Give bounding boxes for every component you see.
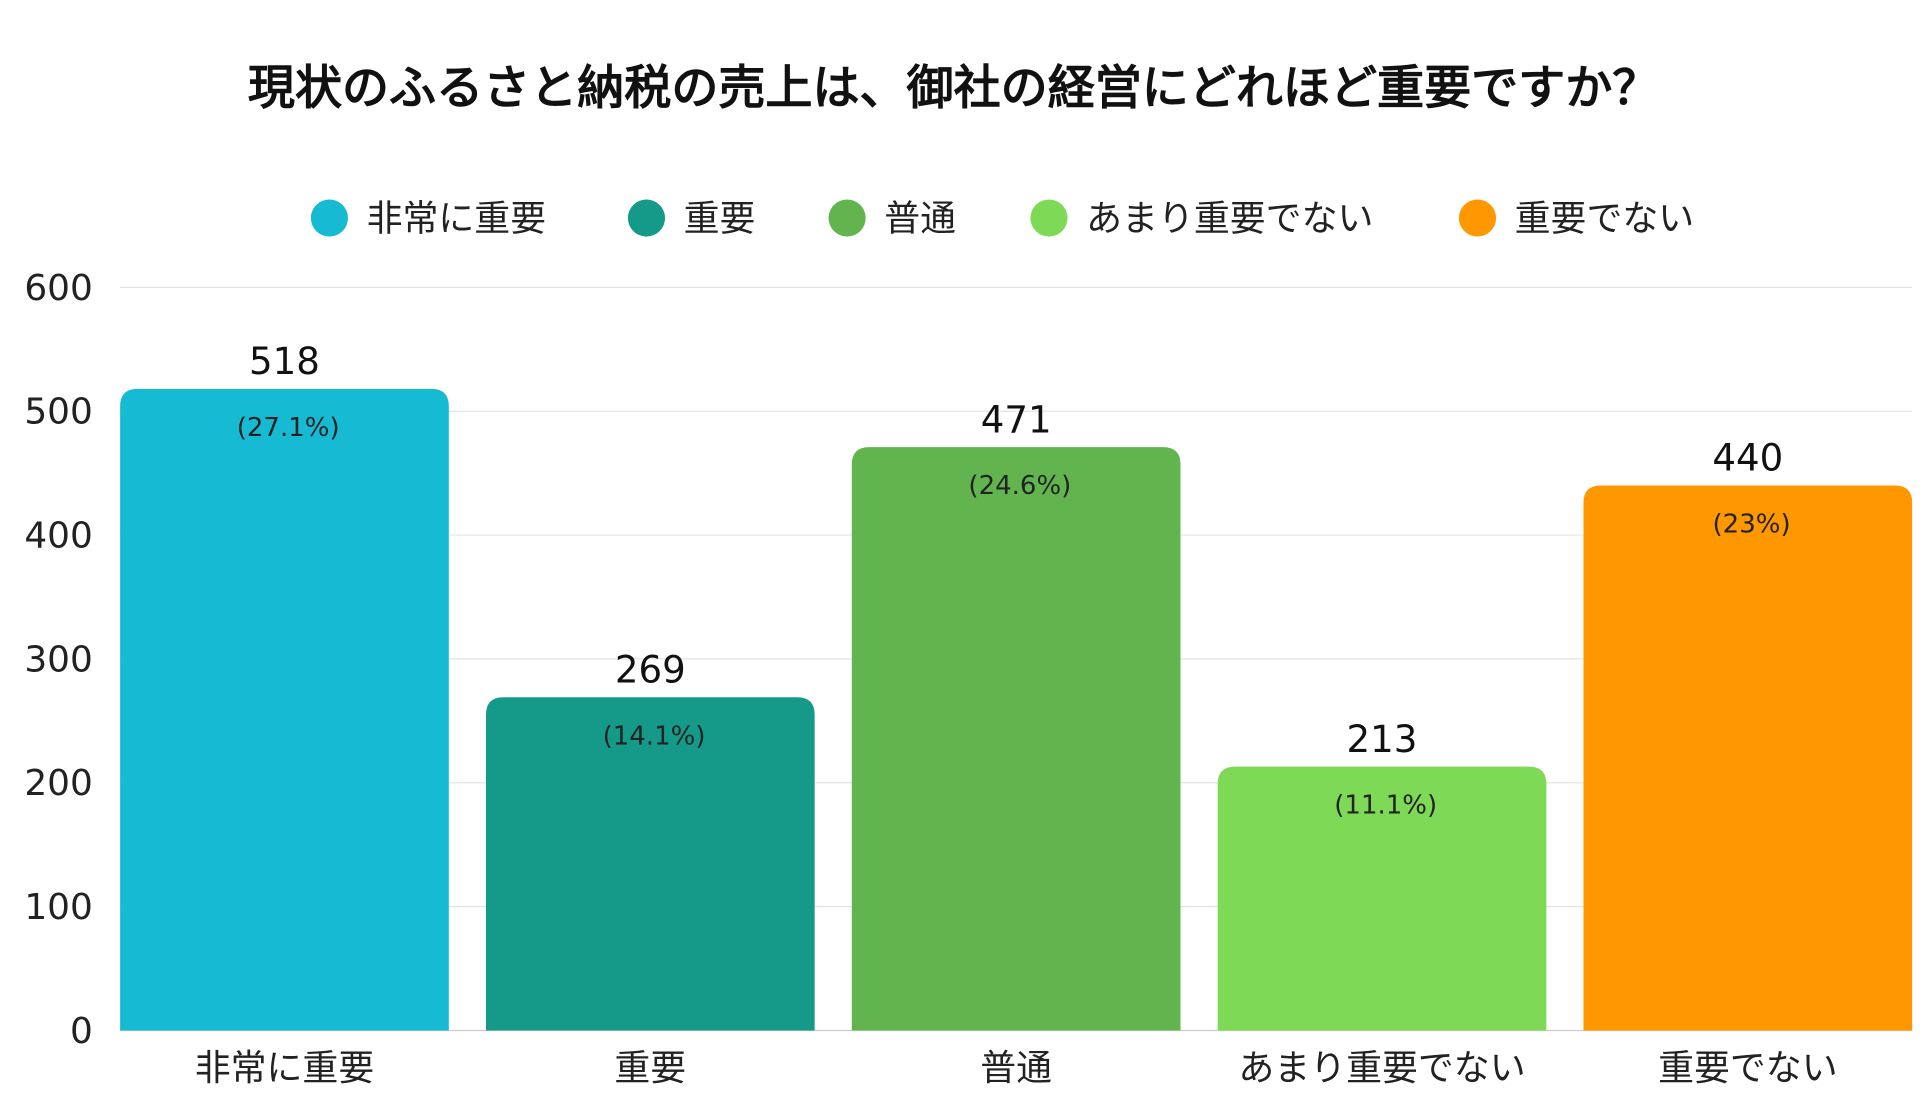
bar (1583, 485, 1913, 1031)
y-tick-label: 600 (24, 268, 93, 309)
x-tick-label: 普通 (980, 1048, 1052, 1089)
y-tick-label: 200 (24, 763, 93, 804)
x-tick-label: 非常に重要 (195, 1048, 375, 1089)
y-tick-label: 500 (24, 392, 93, 433)
legend-marker (1458, 199, 1497, 237)
value-label: 518 (249, 340, 320, 383)
bar (1217, 766, 1547, 1031)
y-tick-label: 300 (24, 639, 93, 680)
x-tick-label: 重要 (614, 1048, 686, 1089)
y-tick-label: 100 (24, 887, 93, 928)
percent-label: (24.6%) (968, 471, 1071, 501)
bar (120, 388, 449, 1031)
percent-label: (27.1%) (237, 413, 340, 443)
legend-marker (310, 199, 349, 237)
legend-marker (1030, 199, 1068, 237)
legend-label: 重要 (684, 198, 756, 239)
x-tick-label: あまり重要でない (1238, 1048, 1525, 1089)
legend-label: あまり重要でない (1086, 198, 1373, 239)
legend-label: 非常に重要 (367, 198, 547, 239)
legend: 非常に重要 重要 普通 あまり重要でない 重要でない (310, 198, 1695, 239)
chart-title: 現状のふるさと納税の売上は、御社の経営にどれほど重要ですか？ (248, 61, 1659, 116)
legend-label: 重要でない (1515, 198, 1695, 239)
value-label: 440 (1712, 437, 1783, 480)
value-label: 213 (1347, 718, 1418, 761)
percent-label: (11.1%) (1334, 791, 1437, 821)
bars: 518 (27.1%) 269 (14.1%) 471 (24.6%) 213 (11.1%)… (120, 340, 1913, 1031)
x-tick-label: 重要でない (1658, 1048, 1838, 1089)
value-label: 471 (981, 398, 1052, 441)
percent-label: (14.1%) (603, 721, 706, 751)
y-tick-label: 0 (70, 1011, 93, 1052)
legend-marker (627, 199, 666, 237)
percent-label: (23%) (1713, 510, 1791, 540)
legend-marker (828, 199, 866, 237)
x-axis: 非常に重要 重要 普通 あまり重要でない 重要でない (195, 1048, 1838, 1089)
y-axis: 0 100 200 300 400 500 600 (24, 268, 93, 1052)
legend-label: 普通 (884, 198, 956, 239)
bar (485, 697, 815, 1031)
value-label: 269 (615, 648, 686, 691)
bar (851, 447, 1181, 1031)
y-tick-label: 400 (24, 515, 93, 556)
